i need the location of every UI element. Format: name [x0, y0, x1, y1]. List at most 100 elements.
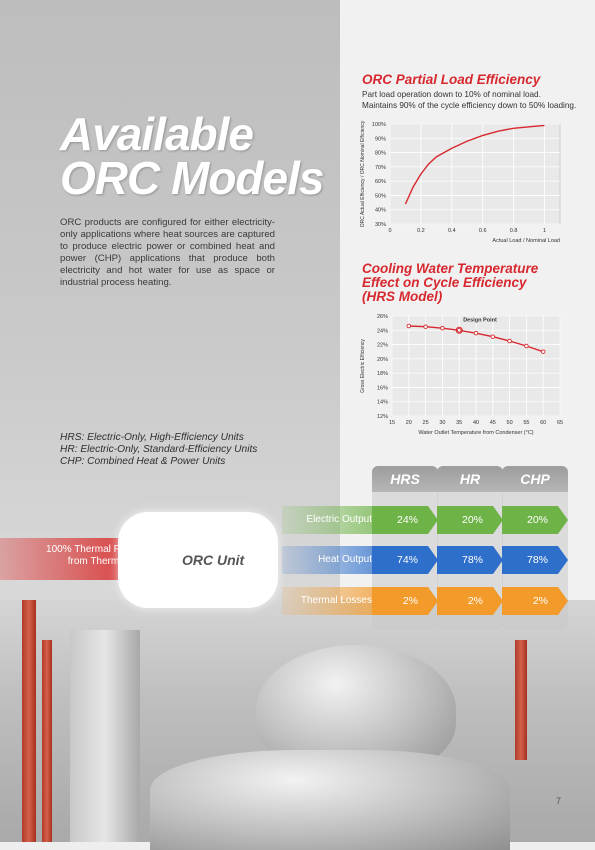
data-point	[406, 323, 412, 329]
output-arrow-segment	[502, 587, 558, 615]
y-axis-label: ORC Actual Efficiency / ORC Nominal Effi…	[360, 120, 366, 227]
value-chp-electric: 20%	[526, 514, 548, 526]
x-tick-label: 35	[456, 420, 462, 426]
arrow-tip-icon	[558, 587, 568, 615]
output-arrow-segment	[372, 506, 428, 534]
x-tick-label: 50	[507, 420, 513, 426]
x-axis-label: Actual Load / Nominal Load	[492, 238, 560, 244]
subtitle-line: Maintains 90% of the cycle efficiency do…	[362, 101, 577, 110]
column-header-chp: CHP	[502, 466, 568, 492]
thermal-input-label: 100% Thermal Power from Thermal Oil	[46, 544, 142, 567]
series-line	[404, 124, 545, 205]
arrow-tip-icon	[428, 546, 438, 574]
x-tick-label: 65	[557, 420, 563, 426]
plot-area	[389, 123, 561, 225]
chart1-subtitle: Part load operation down to 10% of nomin…	[362, 89, 576, 111]
page-title: Available ORC Models	[60, 108, 324, 204]
title-line: ORC Models	[60, 152, 324, 204]
arrow-tip-icon	[493, 587, 503, 615]
value-hr-losses: 2%	[467, 595, 483, 607]
steel-column	[70, 630, 140, 842]
x-tick-label: 0.2	[417, 228, 425, 234]
x-tick-label: 40	[473, 420, 479, 426]
value-chp-heat: 78%	[526, 554, 548, 566]
output-arrow-segment	[437, 546, 493, 574]
y-tick-label: 100%	[372, 122, 386, 128]
plant-photo	[0, 600, 595, 850]
data-point	[507, 338, 512, 344]
legend-item: HRS: Electric-Only, High-Efficiency Unit…	[60, 432, 244, 443]
row-label-losses: Thermal Losses	[300, 595, 372, 606]
output-arrow-segment	[437, 587, 493, 615]
data-point	[440, 325, 445, 331]
x-tick-label: 15	[389, 420, 395, 426]
y-tick-label: 22%	[377, 343, 388, 349]
cooling-water-chart: 12% 14% 16% 18% 20% 22% 24% 26% 15 20 25 30 35 40 45 50…	[360, 314, 563, 436]
x-tick-label: 55	[523, 420, 529, 426]
y-tick-label: 18%	[377, 371, 388, 377]
chart1-title: ORC Partial Load Efficiency	[362, 72, 541, 87]
y-tick-label: 16%	[377, 385, 388, 391]
title-line: Effect on Cycle Efficiency	[362, 275, 527, 290]
x-tick-label: 1	[543, 228, 546, 234]
page-number: 7	[556, 796, 562, 806]
x-tick-label: 0.6	[479, 228, 487, 234]
partial-load-chart: 30% 40% 50% 60% 70% 80% 90% 100% 0 0.2 0.4 0.6 0.8 1 A…	[360, 120, 561, 244]
x-tick-label: 0.8	[510, 228, 518, 234]
data-point	[490, 334, 496, 339]
row-label-electric: Electric Output	[306, 514, 372, 525]
value-hrs-electric: 24%	[396, 514, 418, 526]
y-tick-label: 70%	[375, 165, 386, 171]
y-tick-label: 30%	[375, 222, 386, 228]
y-tick-label: 60%	[375, 179, 386, 185]
red-pipe	[42, 640, 52, 842]
y-tick-label: 12%	[377, 414, 388, 420]
x-tick-label: 20	[406, 420, 412, 426]
column-header-hrs: HRS	[372, 466, 438, 492]
y-tick-label: 24%	[377, 328, 388, 334]
steel-vessel	[150, 750, 510, 850]
x-tick-label: 0.4	[448, 228, 456, 234]
y-tick-label: 80%	[375, 151, 386, 157]
y-axis-label: Gross Electric Efficiency	[360, 339, 366, 393]
x-tick-label: 60	[540, 420, 546, 426]
output-arrow-segment	[502, 506, 558, 534]
x-tick-label: 0	[388, 228, 391, 234]
arrow-tip-icon	[558, 546, 568, 574]
arrow-tip-icon	[428, 506, 438, 534]
value-hrs-heat: 74%	[396, 554, 418, 566]
intro-text: ORC products are configured for either e…	[60, 217, 275, 288]
y-tick-label: 26%	[377, 314, 388, 320]
data-point	[540, 349, 546, 354]
output-arrow-segment	[437, 506, 493, 534]
y-tick-label: 14%	[377, 400, 388, 406]
data-point	[456, 328, 462, 333]
arrow-tip-icon	[558, 506, 568, 534]
legend-item: HR: Electric-Only, Standard-Efficiency U…	[60, 444, 258, 455]
arrow-tip-icon	[493, 506, 503, 534]
subtitle-line: Part load operation down to 10% of nomin…	[362, 90, 541, 99]
y-tick-label: 90%	[375, 136, 386, 142]
x-axis-label: Water Outlet Temperature from Condenser …	[418, 430, 533, 436]
output-arrow-segment	[502, 546, 558, 574]
row-label-heat: Heat Output	[318, 554, 372, 565]
value-chp-losses: 2%	[532, 595, 548, 607]
data-point	[524, 343, 529, 349]
y-tick-label: 20%	[377, 357, 388, 363]
x-tick-label: 30	[439, 420, 445, 426]
y-tick-label: 50%	[375, 193, 386, 199]
orc-unit-shape	[118, 512, 278, 608]
value-hr-heat: 78%	[461, 554, 483, 566]
output-arrow-segment	[372, 546, 428, 574]
model-legend: HRS: Electric-Only, High-Efficiency Unit…	[60, 432, 257, 468]
red-pipe	[515, 640, 527, 760]
x-tick-label: 45	[490, 420, 496, 426]
title-line: Available	[60, 108, 254, 160]
orc-unit-label: ORC Unit	[182, 552, 245, 568]
chart2-title: Cooling Water Temperature Effect on Cycl…	[362, 262, 538, 304]
column-header-hr: HR	[437, 466, 503, 492]
title-line: (HRS Model)	[362, 289, 443, 304]
design-point-label: Design Point	[463, 317, 497, 323]
red-pipe	[22, 600, 36, 842]
data-point	[473, 330, 479, 336]
